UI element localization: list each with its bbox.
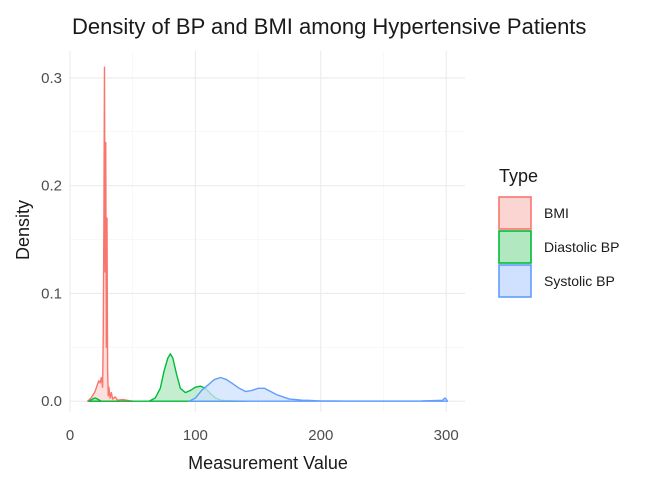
y-axis-tick-labels: 0.0 0.1 0.2 0.3 xyxy=(41,70,62,410)
gridlines xyxy=(69,51,465,412)
legend-key-bmi xyxy=(498,196,532,230)
y-axis-title: Density xyxy=(13,200,33,260)
legend-key-systolic-bp xyxy=(498,264,532,298)
x-tick-label: 100 xyxy=(183,427,208,444)
legend-label-diastolic-bp: Diastolic BP xyxy=(544,239,619,255)
chart-title: Density of BP and BMI among Hypertensive… xyxy=(72,14,586,39)
x-tick-label: 300 xyxy=(434,427,459,444)
legend-key-diastolic-bp xyxy=(498,230,532,264)
y-tick-label: 0.3 xyxy=(41,70,62,87)
y-tick-label: 0.2 xyxy=(41,178,62,195)
density-area-bmi xyxy=(86,66,134,402)
x-axis-tick-labels: 0 100 200 300 xyxy=(66,427,459,444)
density-areas xyxy=(86,66,449,402)
legend-label-systolic-bp: Systolic BP xyxy=(544,273,615,289)
legend-title: Type xyxy=(499,166,538,186)
legend-label-bmi: BMI xyxy=(544,205,569,221)
x-axis-title: Measurement Value xyxy=(188,453,348,473)
legend: Type BMI Diastolic BP Systolic BP xyxy=(498,166,619,298)
density-area-systolic-bp xyxy=(188,376,449,402)
y-tick-label: 0.1 xyxy=(41,285,62,302)
x-tick-label: 200 xyxy=(308,427,333,444)
x-tick-label: 0 xyxy=(66,427,74,444)
y-tick-label: 0.0 xyxy=(41,393,62,410)
